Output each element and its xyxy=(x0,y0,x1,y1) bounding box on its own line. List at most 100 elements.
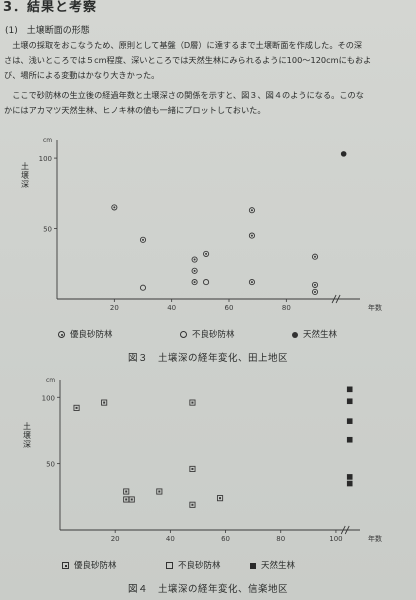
x-tick-label: 20 xyxy=(111,535,120,543)
data-point-center xyxy=(314,255,316,258)
data-point-center xyxy=(103,401,106,404)
legend-item: 優良砂防林 xyxy=(62,559,117,571)
y-tick-label: 50 xyxy=(46,461,55,469)
axis-break-mark xyxy=(335,294,341,304)
data-point xyxy=(203,279,210,286)
x-tick-label: 100 xyxy=(329,535,342,543)
y-unit-label: cm xyxy=(46,377,55,384)
x-tick-label: 80 xyxy=(282,304,291,312)
data-point xyxy=(346,436,353,443)
data-point-center xyxy=(193,281,196,284)
scatter-plot: cm 50 100 20 40 60 80 100 年数 xyxy=(42,377,382,543)
data-point xyxy=(311,288,319,296)
square-open-icon xyxy=(166,562,173,569)
data-point-center xyxy=(250,209,253,212)
y-tick-label: 100 xyxy=(42,394,55,402)
data-point xyxy=(346,398,353,405)
square-filled-icon xyxy=(250,562,256,569)
legend-item: 天然生林 xyxy=(292,328,337,340)
data-point xyxy=(346,480,353,487)
data-point xyxy=(216,495,224,502)
x-tick-label: 20 xyxy=(110,304,119,312)
data-point xyxy=(189,501,196,508)
y-tick-label: 50 xyxy=(43,226,52,234)
data-point-center xyxy=(191,503,194,506)
circle-open-icon xyxy=(180,331,187,338)
legend-item: 不良砂防林 xyxy=(166,559,221,571)
data-point-center xyxy=(113,206,116,209)
data-point-center xyxy=(250,281,253,284)
figure-3-caption: 図３ 土壌深の経年変化、田上地区 xyxy=(127,353,288,364)
data-point xyxy=(191,256,198,263)
x-tick-label: 60 xyxy=(221,535,230,543)
data-point-center xyxy=(158,490,161,493)
figure-4-caption: 図４ 土壌深の経年変化、信楽地区 xyxy=(127,584,288,595)
paragraph-line: び、場所による変動はかなり大きかった。 xyxy=(4,70,160,80)
legend-item: 優良砂防林 xyxy=(58,328,113,340)
data-point xyxy=(248,232,255,239)
data-point xyxy=(128,496,135,503)
data-point xyxy=(123,488,130,495)
data-point-center xyxy=(193,258,196,261)
axis-break-mark xyxy=(331,294,337,304)
y-unit-label: cm xyxy=(43,137,52,144)
legend-item: 天然生林 xyxy=(250,559,295,571)
data-point xyxy=(311,253,319,260)
data-point xyxy=(191,279,198,286)
data-point-center xyxy=(191,467,194,470)
data-point-center xyxy=(205,252,208,255)
y-axis-label: 土壌深 xyxy=(21,162,29,189)
x-axis-label: 年数 xyxy=(368,303,382,312)
axis-break-mark xyxy=(340,525,346,535)
y-axis-label: 土壌深 xyxy=(23,422,31,449)
data-point-center xyxy=(219,497,222,500)
data-point xyxy=(156,488,163,495)
data-point xyxy=(101,399,108,406)
data-point-center xyxy=(125,490,128,493)
x-tick-label: 40 xyxy=(167,304,176,312)
square-dot-icon xyxy=(62,562,69,569)
data-point xyxy=(189,399,196,406)
paragraph-line: 土壌の採取をおこなうため、原則として基盤（D層）に達するまで土壌断面を作成した。… xyxy=(4,40,363,50)
data-point xyxy=(346,474,353,480)
x-tick-label: 80 xyxy=(276,535,285,543)
data-point xyxy=(191,267,198,274)
data-point-center xyxy=(142,238,144,241)
figure-4: 土壌深 cm 50 100 20 40 60 80 100 年数 優良砂防林 不良砂防林 天然生… xyxy=(0,368,416,571)
data-point xyxy=(248,279,255,286)
data-point xyxy=(111,204,118,211)
data-point-center xyxy=(130,498,133,501)
data-point-center xyxy=(125,498,128,501)
subsection-title: (1) 土壌断面の形態 xyxy=(5,26,90,36)
scatter-plot: cm 50 100 20 40 60 80 年数 xyxy=(39,137,382,312)
figure-3: 土壌深 cm 50 100 20 40 60 80 年数 優良砂防林 不良砂防林 天然生林 xyxy=(0,128,416,343)
data-point xyxy=(189,465,196,472)
paragraph-line: さは、浅いところでは５cm程度、深いところでは天然生林にみられるように100～1… xyxy=(4,55,372,65)
data-point xyxy=(139,284,147,291)
circle-filled-icon xyxy=(292,331,298,338)
x-tick-label: 40 xyxy=(166,535,175,543)
data-point xyxy=(248,207,255,214)
paragraph-line: ここで砂防林の生立後の経過年数と土壌深さの関係を示すと、図３、図４のようになる。… xyxy=(4,90,364,100)
data-point xyxy=(311,281,319,288)
data-point xyxy=(346,418,353,424)
circle-dot-icon xyxy=(58,331,65,338)
data-point-center xyxy=(314,283,316,286)
x-axis-label: 年数 xyxy=(368,534,382,543)
axis-break-mark xyxy=(344,525,350,535)
paragraph-line: かにはアカマツ天然生林、ヒノキ林の値も一緒にプロットしておいた。 xyxy=(4,105,266,115)
section-title: 3．結果と考察 xyxy=(3,0,98,15)
data-point xyxy=(346,386,353,393)
x-tick-label: 60 xyxy=(225,304,234,312)
data-point xyxy=(203,250,210,257)
data-point-center xyxy=(193,269,196,272)
data-point-center xyxy=(314,290,316,293)
data-point-center xyxy=(191,401,194,404)
data-point xyxy=(340,151,347,157)
legend-item: 不良砂防林 xyxy=(180,328,235,340)
data-point-center xyxy=(250,234,253,237)
y-tick-label: 100 xyxy=(39,155,52,163)
data-point xyxy=(73,404,80,411)
data-point xyxy=(139,236,147,243)
